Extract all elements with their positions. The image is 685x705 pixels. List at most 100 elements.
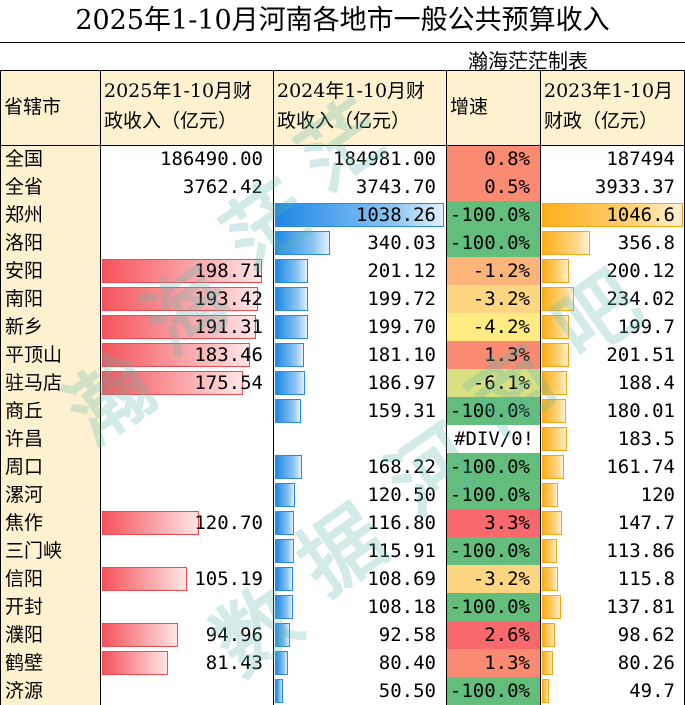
rev2023-value: 188.4 [617, 372, 675, 394]
growth-cell: 1.3% [446, 649, 540, 677]
rev2024-value: 340.03 [367, 232, 436, 254]
rev2025-bar [102, 623, 179, 647]
rev2023-cell: 161.74 [540, 453, 685, 481]
growth-cell: -100.0% [446, 593, 540, 621]
rev2023-bar [542, 259, 569, 283]
rev2023-cell: 188.4 [540, 369, 685, 397]
growth-value: -1.2% [472, 260, 530, 282]
rev2023-cell: 183.5 [540, 425, 685, 453]
rev2024-cell: 108.18 [273, 593, 446, 621]
header-rev2024-line2: 政收入（亿元） [277, 110, 411, 132]
rev2023-bar [542, 623, 556, 647]
rev2025-value: 105.19 [194, 568, 263, 590]
header-rev2023: 2023年1-10月 财政（亿元） [540, 70, 685, 145]
rev2024-bar [275, 539, 294, 563]
rev2024-cell: 120.50 [273, 481, 446, 509]
rev2024-value: 3743.70 [355, 176, 436, 198]
rev2024-value: 50.50 [378, 680, 436, 702]
rev2023-cell: 98.62 [540, 621, 685, 649]
rev2023-value: 80.26 [617, 652, 675, 674]
rev2025-bar [102, 315, 256, 339]
city-name: 开封 [0, 593, 100, 621]
rev2024-cell: 92.58 [273, 621, 446, 649]
rev2023-value: 199.7 [617, 316, 675, 338]
growth-value: -100.0% [449, 680, 530, 702]
growth-cell: -1.2% [446, 257, 540, 285]
city-name: 濮阳 [0, 621, 100, 649]
rev2024-value: 168.22 [367, 456, 436, 478]
rev2023-value: 200.12 [606, 260, 675, 282]
growth-value: -100.0% [449, 204, 530, 226]
rev2023-bar [542, 287, 574, 311]
rev2024-value: 120.50 [367, 484, 436, 506]
grid-line-v [0, 70, 1, 705]
growth-value: -100.0% [449, 484, 530, 506]
author-note-text: 瀚海茫茫制表 [468, 49, 588, 73]
growth-cell: 3.3% [446, 509, 540, 537]
header-rev2025-line2: 政收入（亿元） [104, 110, 238, 132]
rev2023-value: 49.7 [629, 680, 675, 702]
rev2024-cell: 168.22 [273, 453, 446, 481]
rev2023-cell: 356.8 [540, 229, 685, 257]
rev2024-cell [273, 425, 446, 453]
city-name: 全国 [0, 145, 100, 173]
rev2023-bar [542, 567, 558, 591]
header-growth: 增速 [446, 70, 540, 145]
rev2024-bar [275, 287, 308, 311]
rev2024-cell: 186.97 [273, 369, 446, 397]
growth-value: 1.3% [484, 652, 530, 674]
header-rev2024: 2024年1-10月财 政收入（亿元） [273, 70, 446, 145]
city-name: 商丘 [0, 397, 100, 425]
rev2024-value: 108.69 [367, 568, 436, 590]
growth-value: 3.3% [484, 512, 530, 534]
rev2023-cell: 1046.6 [540, 201, 685, 229]
rev2024-bar [275, 231, 331, 255]
header-rev2024-line1: 2024年1-10月财 [277, 80, 426, 102]
growth-cell: -6.1% [446, 369, 540, 397]
growth-cell: -100.0% [446, 537, 540, 565]
city-name: 许昌 [0, 425, 100, 453]
growth-cell: 0.8% [446, 145, 540, 173]
rev2024-bar [275, 511, 294, 535]
growth-cell: 0.5% [446, 173, 540, 201]
rev2024-cell: 108.69 [273, 565, 446, 593]
rev2024-cell: 184981.00 [273, 145, 446, 173]
rev2025-cell: 193.42 [100, 285, 273, 313]
rev2024-value: 186.97 [367, 372, 436, 394]
growth-cell: -100.0% [446, 397, 540, 425]
growth-cell: -3.2% [446, 285, 540, 313]
growth-cell: 1.3% [446, 341, 540, 369]
rev2023-value: 137.81 [606, 596, 675, 618]
rev2023-bar [542, 455, 564, 479]
rev2025-cell: 183.46 [100, 341, 273, 369]
rev2024-bar [275, 399, 301, 423]
header-rev2025-line1: 2025年1-10月财 [104, 80, 253, 102]
rev2023-value: 115.8 [617, 568, 675, 590]
rev2024-value: 116.80 [367, 512, 436, 534]
rev2023-value: 161.74 [606, 456, 675, 478]
city-name: 南阳 [0, 285, 100, 313]
rev2025-cell [100, 425, 273, 453]
rev2023-value: 183.5 [617, 428, 675, 450]
rev2025-bar [102, 259, 262, 283]
growth-cell: -100.0% [446, 481, 540, 509]
rev2023-value: 201.51 [606, 344, 675, 366]
rev2025-cell [100, 453, 273, 481]
rev2023-bar [542, 651, 553, 675]
rev2023-cell: 180.01 [540, 397, 685, 425]
rev2024-bar [275, 483, 295, 507]
rev2025-cell: 191.31 [100, 313, 273, 341]
rev2025-cell [100, 537, 273, 565]
city-name: 全省 [0, 173, 100, 201]
grid-line-h [0, 70, 685, 71]
rev2024-cell: 50.50 [273, 677, 446, 705]
growth-cell: -100.0% [446, 677, 540, 705]
rev2025-value: 120.70 [194, 512, 263, 534]
rev2025-value: 94.96 [205, 624, 263, 646]
growth-value: 1.3% [484, 344, 530, 366]
rev2025-cell [100, 677, 273, 705]
growth-value: -3.2% [472, 288, 530, 310]
growth-value: -100.0% [449, 456, 530, 478]
rev2025-value: 186490.00 [160, 148, 263, 170]
rev2025-value: 175.54 [194, 372, 263, 394]
